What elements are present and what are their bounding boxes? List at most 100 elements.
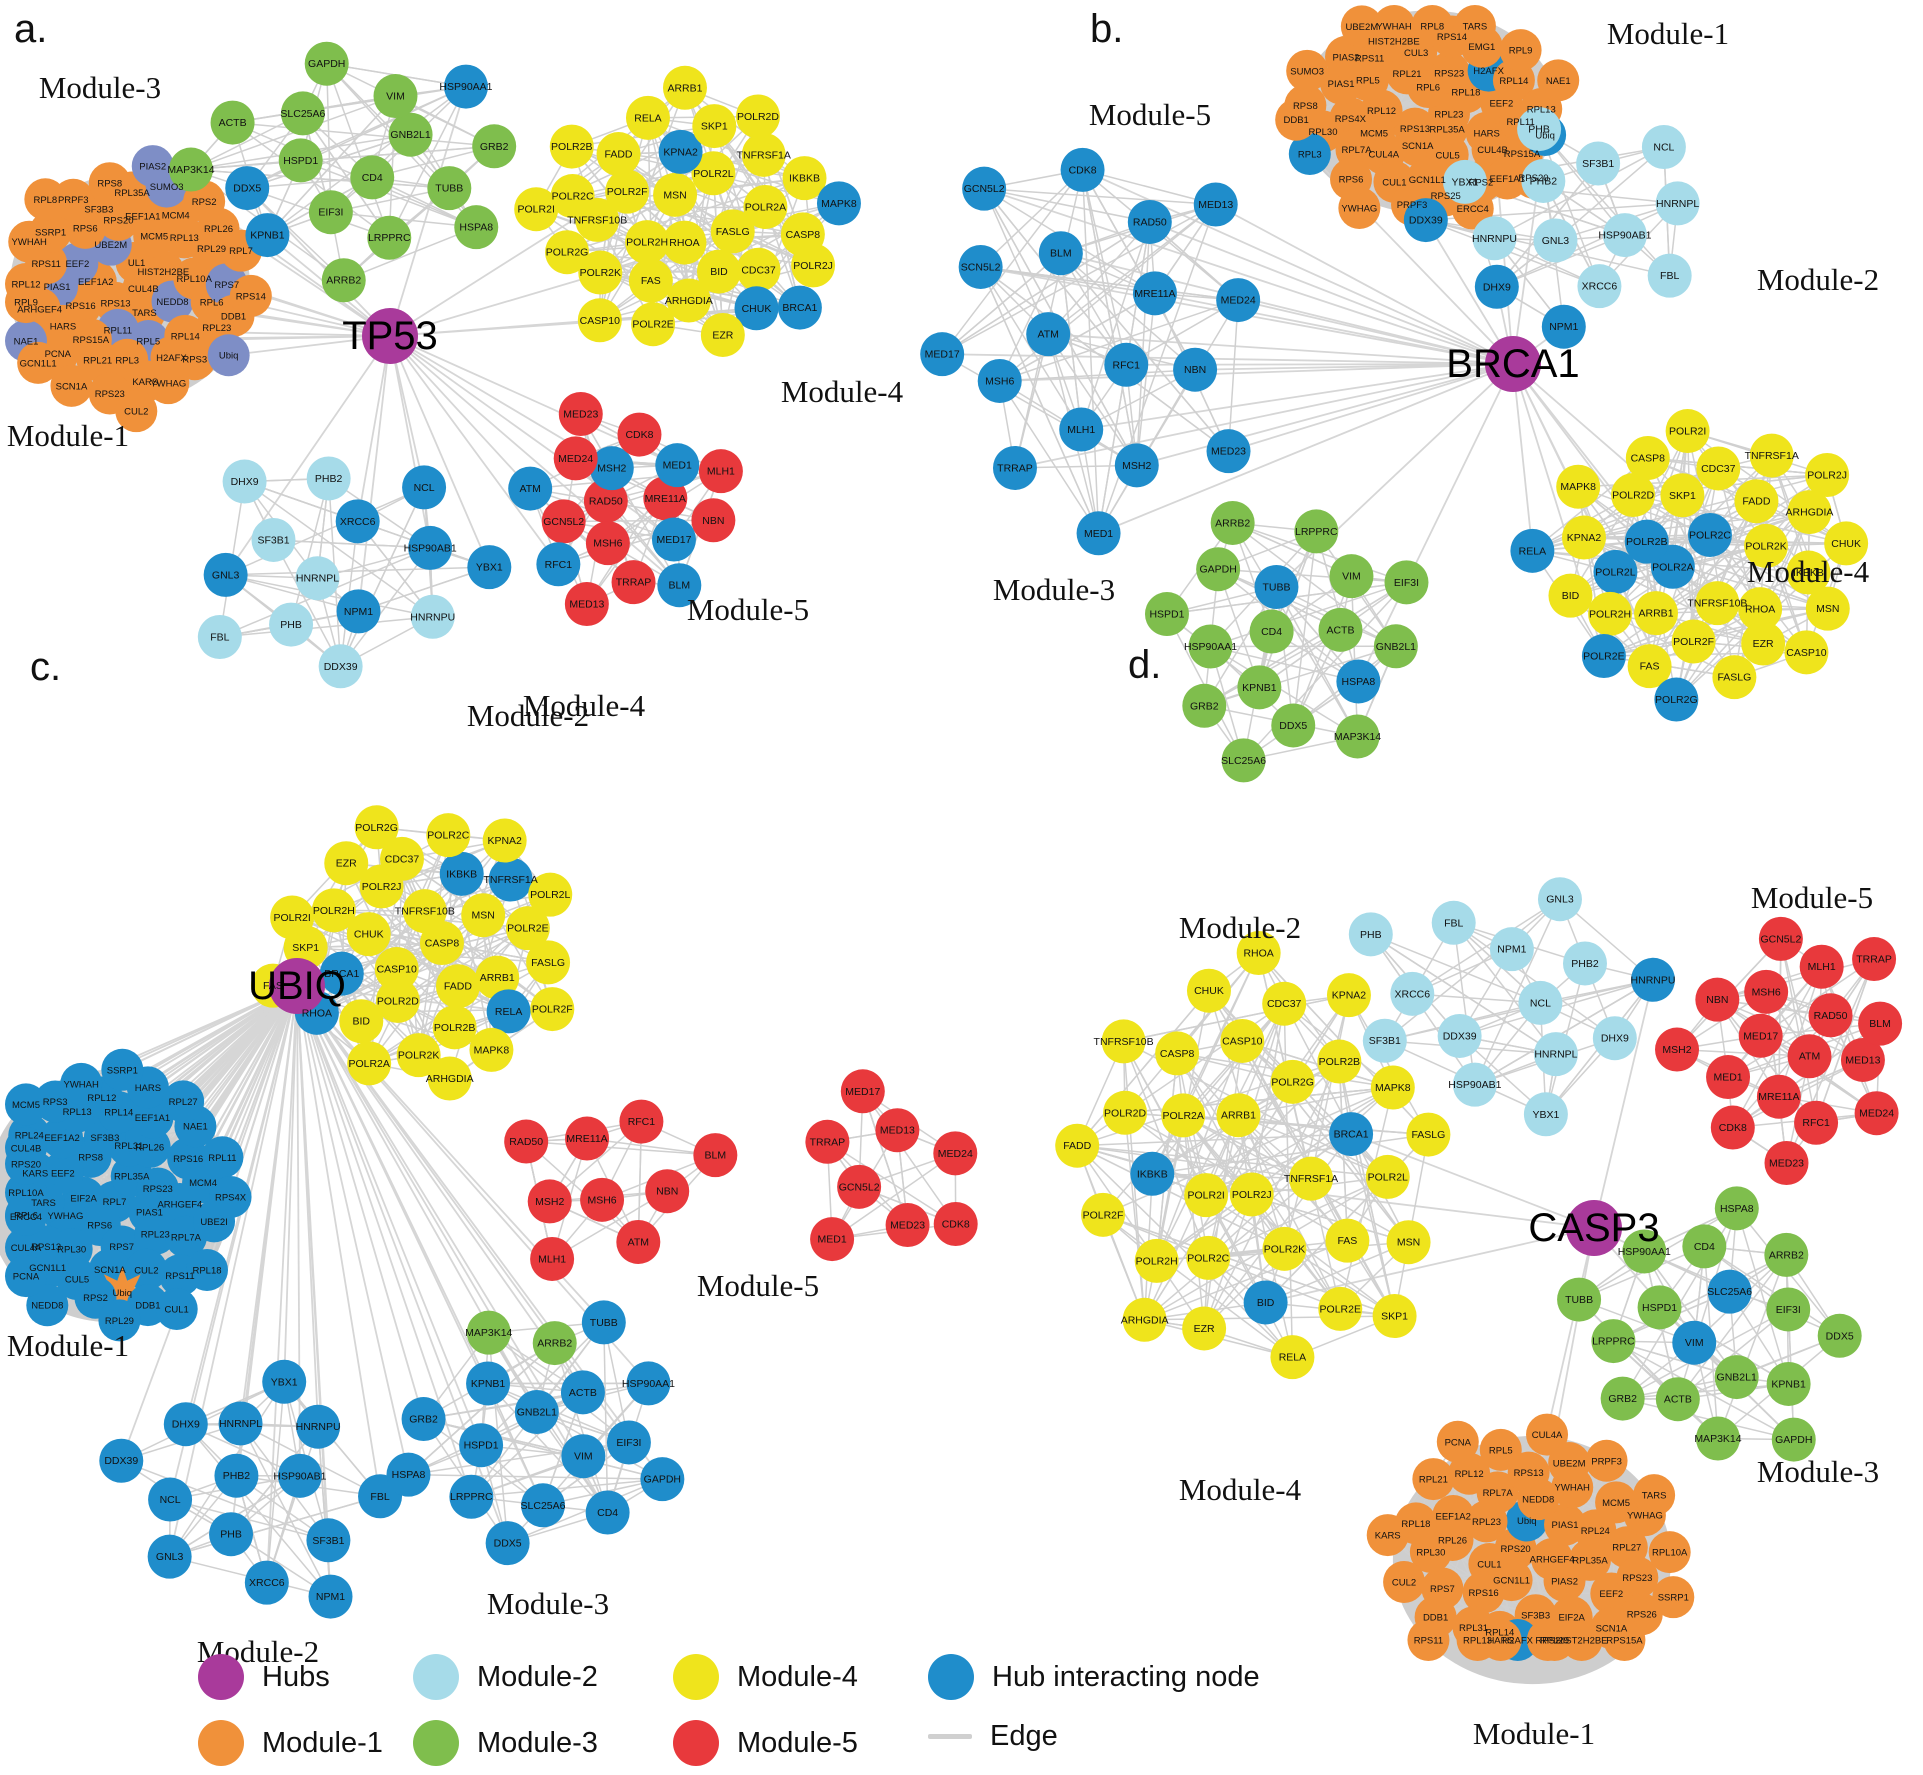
node-SUMO3[interactable] (1286, 49, 1329, 92)
node-RPS14[interactable] (229, 274, 272, 317)
node-DHX9[interactable] (222, 459, 267, 504)
node-BLM[interactable] (693, 1133, 738, 1178)
node-FASLG[interactable] (1712, 655, 1757, 700)
node-GNB2L1[interactable] (514, 1390, 559, 1435)
node-MSH2[interactable] (1114, 443, 1159, 488)
node-FBL[interactable] (197, 615, 242, 660)
node-CASP8[interactable] (1625, 435, 1670, 480)
node-TARS[interactable] (1453, 5, 1496, 47)
node-RPL9[interactable] (1499, 29, 1542, 72)
node-YWHAG[interactable] (147, 362, 190, 405)
node-HSP90AA1[interactable] (1188, 624, 1233, 669)
node-NCL[interactable] (402, 465, 447, 510)
node-BRCA1[interactable] (319, 951, 364, 996)
node-RFC1[interactable] (536, 542, 581, 587)
node-GAPDH[interactable] (304, 41, 349, 86)
node-CASP10[interactable] (374, 946, 419, 991)
node-CHUK[interactable] (1824, 521, 1869, 566)
node-POLR2G[interactable] (545, 230, 590, 275)
node-TUBB[interactable] (581, 1300, 626, 1345)
node-TUBB[interactable] (427, 166, 472, 211)
node-PHB[interactable] (1517, 107, 1562, 152)
node-MSH2[interactable] (589, 446, 634, 491)
node-MED1[interactable] (655, 443, 700, 488)
node-HSPD1[interactable] (459, 1423, 504, 1468)
node-PHB2[interactable] (1521, 158, 1566, 203)
node-SF3B1[interactable] (1576, 141, 1621, 186)
node-POLR2H[interactable] (1588, 591, 1633, 636)
node-SKP1[interactable] (1660, 473, 1705, 518)
node-KPNB1[interactable] (466, 1361, 511, 1406)
node-CDC37[interactable] (736, 247, 781, 292)
node-GAPDH[interactable] (640, 1457, 685, 1502)
node-MAP3K14[interactable] (1335, 714, 1380, 759)
node-POLR2G[interactable] (1654, 677, 1699, 722)
node-DHX9[interactable] (163, 1402, 208, 1447)
node-CUL2[interactable] (115, 390, 158, 433)
node-POLR2H[interactable] (311, 888, 356, 933)
node-GNL3[interactable] (147, 1534, 192, 1579)
node-LRPPRC[interactable] (367, 215, 412, 260)
node-MAPK8[interactable] (816, 181, 861, 226)
node-ACTB[interactable] (560, 1370, 605, 1415)
node-MED1[interactable] (1076, 511, 1121, 556)
node-HSP90AB1[interactable] (408, 525, 453, 570)
node-POLR2J[interactable] (1805, 452, 1850, 497)
node-POLR2L[interactable] (528, 872, 573, 917)
node-CDC37[interactable] (379, 836, 424, 881)
node-POLR2G[interactable] (354, 805, 399, 850)
node-POLR2K[interactable] (1744, 523, 1789, 568)
node-ARRB1[interactable] (475, 955, 520, 1000)
node-POLR2F[interactable] (1671, 619, 1716, 664)
node-IKBKB[interactable] (439, 851, 484, 896)
node-RAD50[interactable] (504, 1119, 549, 1164)
node-TNFRSF10B[interactable] (1695, 581, 1740, 626)
node-NBN[interactable] (645, 1169, 690, 1214)
node-MCM5[interactable] (5, 1083, 47, 1126)
node-MED13[interactable] (1193, 182, 1238, 227)
node-DDX5[interactable] (485, 1521, 530, 1566)
node-MSH2[interactable] (527, 1179, 572, 1224)
node-GCN5L2[interactable] (962, 166, 1007, 211)
node-MSH6[interactable] (585, 521, 630, 566)
node-POLR2I[interactable] (1665, 409, 1710, 454)
node-PIAS2[interactable] (131, 145, 174, 188)
node-CUL1[interactable] (155, 1288, 198, 1331)
node-BID[interactable] (339, 999, 384, 1044)
node-MED17[interactable] (651, 517, 696, 562)
node-RELA[interactable] (486, 989, 531, 1034)
node-YWHAH[interactable] (60, 1062, 103, 1105)
node-RHOA[interactable] (662, 220, 707, 265)
node-TNFRSF10B[interactable] (402, 889, 447, 934)
hub-node-BRCA1[interactable] (1485, 336, 1541, 392)
node-MED17[interactable] (920, 332, 965, 377)
node-ACTB[interactable] (1318, 607, 1363, 652)
hub-node-TP53[interactable] (362, 308, 418, 364)
node-TUBB[interactable] (1254, 564, 1299, 609)
node-POLR2I[interactable] (270, 895, 315, 940)
node-CD4[interactable] (585, 1490, 630, 1535)
node-RPL8[interactable] (24, 178, 67, 221)
node-POLR2L[interactable] (691, 151, 736, 196)
node-VIM[interactable] (373, 74, 418, 119)
node-KPNB1[interactable] (1237, 665, 1282, 710)
node-POLR2B[interactable] (1624, 519, 1669, 564)
node-RPL11[interactable] (201, 1136, 244, 1179)
node-POLR2C[interactable] (426, 813, 471, 858)
node-XRCC6[interactable] (335, 499, 380, 544)
node-DDB1[interactable] (1275, 98, 1318, 141)
node-MED13[interactable] (875, 1108, 920, 1153)
node-EIF3I[interactable] (1384, 560, 1429, 605)
node-SCN1A[interactable] (50, 364, 93, 407)
node-GRB2[interactable] (1182, 683, 1227, 728)
node-YWHAH[interactable] (1373, 5, 1416, 47)
node-POLR2L[interactable] (1593, 549, 1638, 594)
node-RFC1[interactable] (1104, 342, 1149, 387)
node-KPNA2[interactable] (658, 129, 703, 174)
node-FADD[interactable] (435, 964, 480, 1009)
node-HSP90AA1[interactable] (626, 1361, 671, 1406)
node-MRE11A[interactable] (643, 476, 688, 521)
node-SF3B1[interactable] (306, 1518, 351, 1563)
node-RPL3[interactable] (1288, 132, 1331, 175)
node-IKBKB[interactable] (1786, 550, 1831, 595)
